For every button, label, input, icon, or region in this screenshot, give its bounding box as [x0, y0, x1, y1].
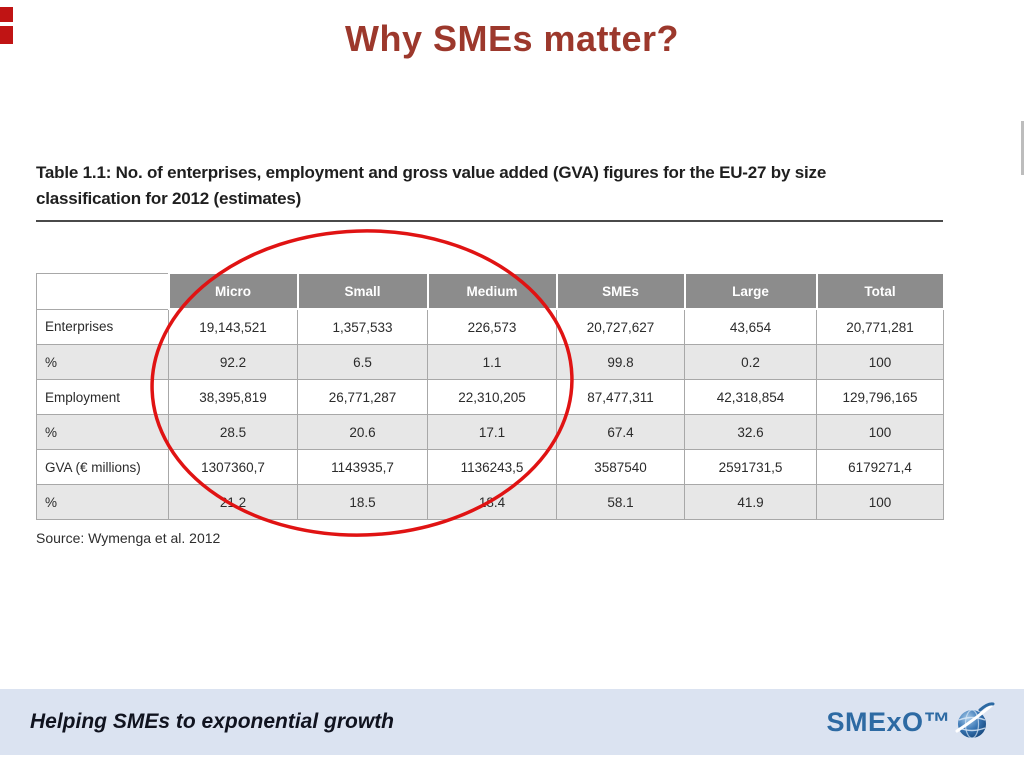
data-cell: 129,796,165: [816, 379, 944, 415]
data-cell: 1307360,7: [168, 449, 298, 485]
data-cell: 1.1: [427, 344, 557, 380]
row-label: %: [36, 344, 169, 380]
row-label: GVA (€ millions): [36, 449, 169, 485]
data-cell: 43,654: [684, 308, 817, 345]
row-label: %: [36, 414, 169, 450]
source-note: Source: Wymenga et al. 2012: [36, 530, 221, 546]
data-cell: 0.2: [684, 344, 817, 380]
data-cell: 2591731,5: [684, 449, 817, 485]
table-header-row: Micro Small Medium SMEs Large Total: [36, 272, 945, 310]
data-cell: 100: [816, 414, 944, 450]
data-cell: 3587540: [556, 449, 685, 485]
row-label: Employment: [36, 379, 169, 415]
data-cell: 20,771,281: [816, 308, 944, 345]
data-cell: 18.4: [427, 484, 557, 520]
data-cell: 19,143,521: [168, 308, 298, 345]
data-cell: 99.8: [556, 344, 685, 380]
data-cell: 21.2: [168, 484, 298, 520]
table-caption: Table 1.1: No. of enterprises, employmen…: [36, 163, 827, 209]
table-row: % 28.5 20.6 17.1 67.4 32.6 100: [36, 414, 944, 450]
column-header: Large: [683, 272, 818, 310]
data-table: Micro Small Medium SMEs Large Total Enterpris…: [36, 272, 945, 520]
caption-divider: [36, 220, 943, 222]
data-cell: 22,310,205: [427, 379, 557, 415]
table-row: Enterprises 19,143,521 1,357,533 226,573 20,…: [36, 308, 944, 345]
data-cell: 17.1: [427, 414, 557, 450]
table-row: GVA (€ millions) 1307360,7 1143935,7 113624…: [36, 449, 944, 485]
page-title: Why SMEs matter?: [344, 18, 680, 59]
column-header: Medium: [426, 272, 558, 310]
data-cell: 87,477,311: [556, 379, 685, 415]
data-cell: 41.9: [684, 484, 817, 520]
globe-icon: [952, 698, 996, 747]
column-header: SMEs: [555, 272, 686, 310]
data-cell: 92.2: [168, 344, 298, 380]
data-cell: 1136243,5: [427, 449, 557, 485]
data-cell: 18.5: [297, 484, 428, 520]
data-cell: 67.4: [556, 414, 685, 450]
data-cell: 38,395,819: [168, 379, 298, 415]
data-cell: 32.6: [684, 414, 817, 450]
slide-edge-line: [1021, 121, 1024, 175]
table-row: % 21.2 18.5 18.4 58.1 41.9 100: [36, 484, 944, 520]
table-row: % 92.2 6.5 1.1 99.8 0.2 100: [36, 344, 944, 380]
row-label: Enterprises: [36, 308, 169, 345]
data-cell: 20,727,627: [556, 308, 685, 345]
data-cell: 226,573: [427, 308, 557, 345]
data-cell: 6179271,4: [816, 449, 944, 485]
footer-bar: Helping SMEs to exponential growth SMExO…: [0, 689, 1024, 755]
data-cell: 1143935,7: [297, 449, 428, 485]
data-cell: 20.6: [297, 414, 428, 450]
logo: SMExO™: [826, 689, 996, 755]
data-cell: 6.5: [297, 344, 428, 380]
table-row: Employment 38,395,819 26,771,287 22,310,205…: [36, 379, 944, 415]
data-cell: 28.5: [168, 414, 298, 450]
column-header: Total: [815, 272, 945, 310]
data-cell: 1,357,533: [297, 308, 428, 345]
data-cell: 100: [816, 344, 944, 380]
logo-text: SMExO™: [826, 706, 951, 737]
column-header: Micro: [167, 272, 299, 310]
row-label: %: [36, 484, 169, 520]
column-header: Small: [296, 272, 429, 310]
slide-edge-red-square: [0, 7, 13, 22]
footer-tagline: Helping SMEs to exponential growth: [30, 710, 395, 733]
data-cell: 42,318,854: [684, 379, 817, 415]
slide-edge-red-square: [0, 26, 13, 44]
data-cell: 58.1: [556, 484, 685, 520]
data-cell: 100: [816, 484, 944, 520]
corner-cell: [36, 272, 169, 310]
data-cell: 26,771,287: [297, 379, 428, 415]
